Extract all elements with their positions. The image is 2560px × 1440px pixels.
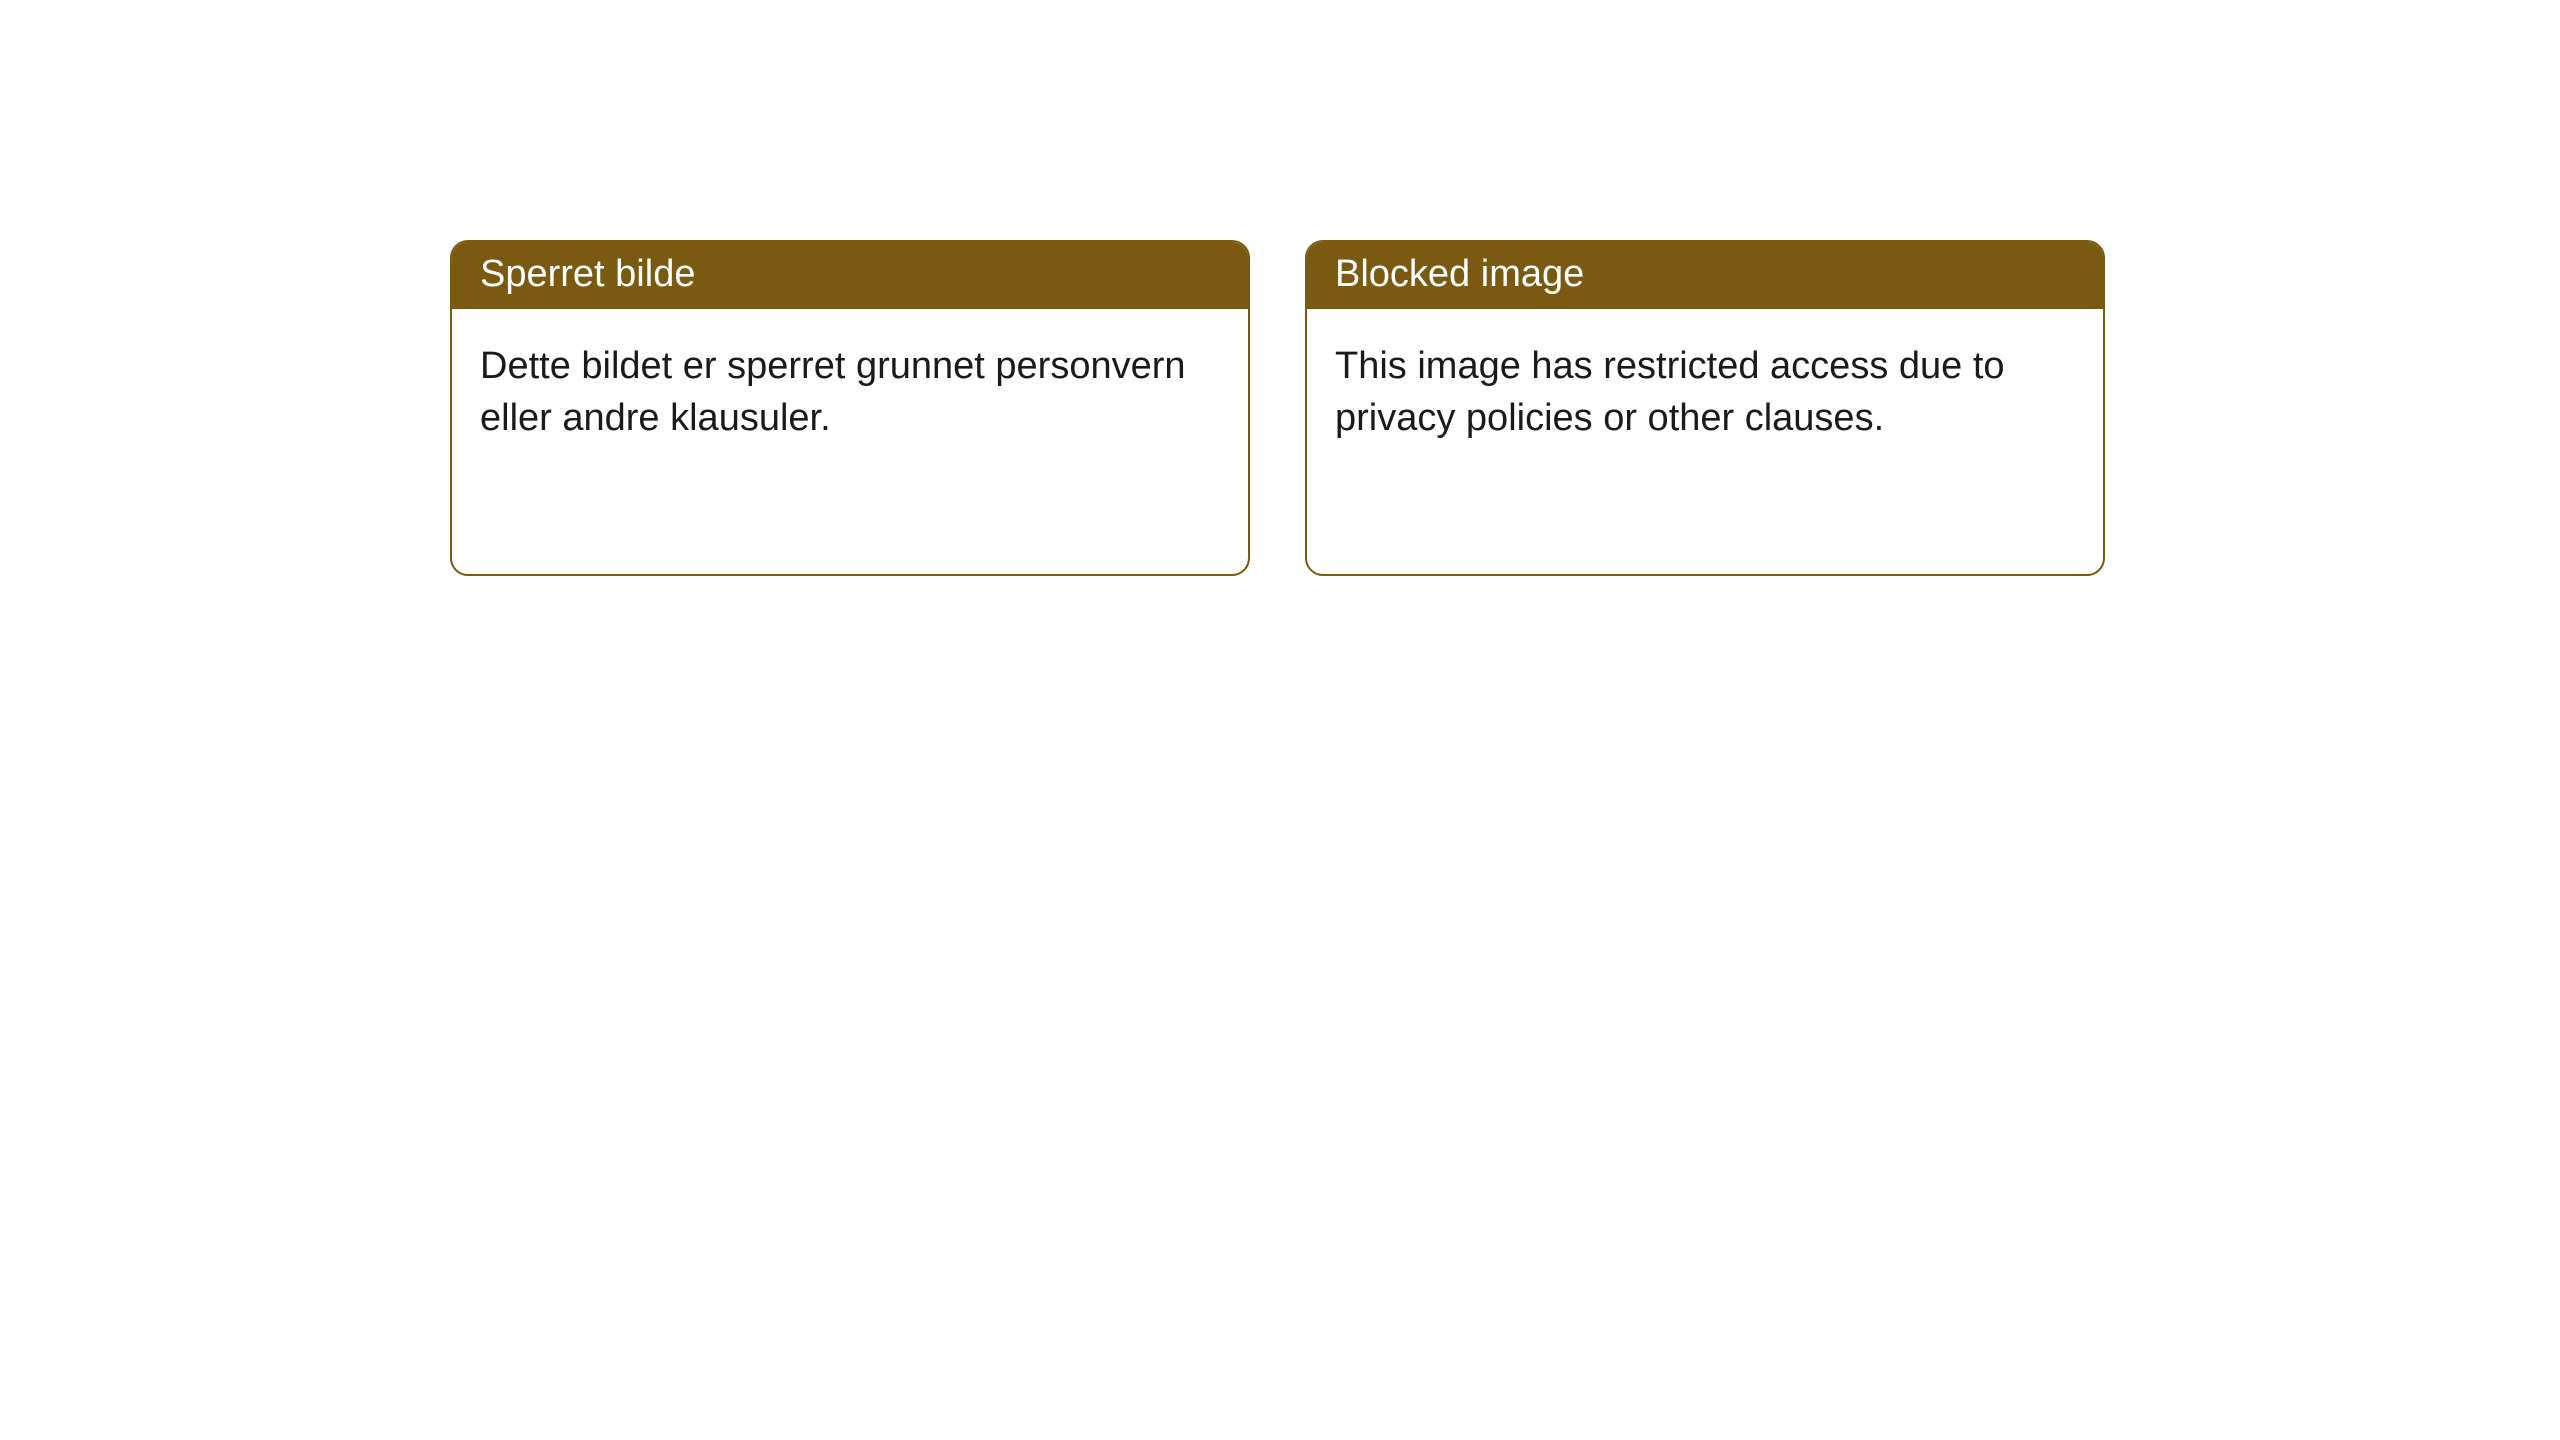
notice-box-norwegian: Sperret bilde Dette bildet er sperret gr… (450, 240, 1250, 576)
notice-box-english: Blocked image This image has restricted … (1305, 240, 2105, 576)
notice-message-english: This image has restricted access due to … (1307, 309, 2103, 476)
notice-header-norwegian: Sperret bilde (452, 242, 1248, 309)
notices-container: Sperret bilde Dette bildet er sperret gr… (0, 0, 2560, 576)
notice-message-norwegian: Dette bildet er sperret grunnet personve… (452, 309, 1248, 476)
notice-header-english: Blocked image (1307, 242, 2103, 309)
